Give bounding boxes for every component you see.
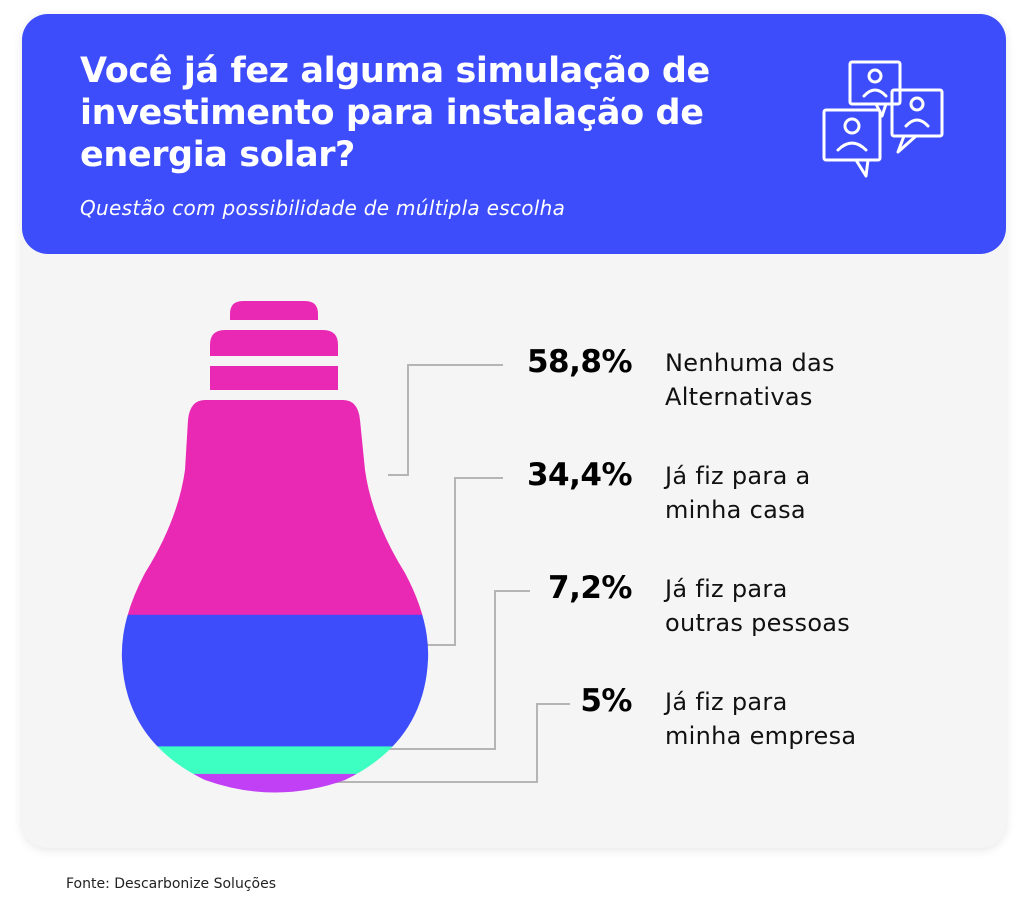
bulb-band-2 [121, 614, 429, 747]
percent-label-4: 5% [580, 683, 632, 719]
bulb-cap-middle [210, 330, 338, 356]
source-note: Fonte: Descarbonize Soluções [66, 876, 276, 892]
chart-subtitle: Questão com possibilidade de múltipla es… [80, 196, 566, 220]
bulb-cap-top [230, 301, 318, 320]
category-label-3: Já fiz para outras pessoas [665, 575, 851, 637]
people-chat-icon [822, 60, 944, 178]
chart-title: Você já fez alguma simulação de investim… [80, 51, 710, 175]
leader-line-4 [290, 703, 570, 783]
header-banner [22, 14, 1006, 254]
bulb-cap-bottom [210, 366, 338, 390]
leader-line-2 [425, 477, 503, 646]
percent-label-2: 34,4% [526, 457, 633, 493]
leader-line-1 [388, 364, 503, 476]
bulb-band-3 [121, 746, 429, 775]
leader-line-3 [360, 590, 530, 750]
bulb-band-1 [121, 400, 429, 616]
category-label-1: Nenhuma das Alternativas [665, 349, 835, 411]
percent-label-3: 7,2% [548, 570, 632, 606]
bulb-band-4 [121, 773, 429, 793]
percent-label-1: 58,8% [526, 344, 633, 380]
category-label-2: Já fiz para a minha casa [665, 462, 811, 524]
category-label-4: Já fiz para minha empresa [665, 688, 857, 750]
